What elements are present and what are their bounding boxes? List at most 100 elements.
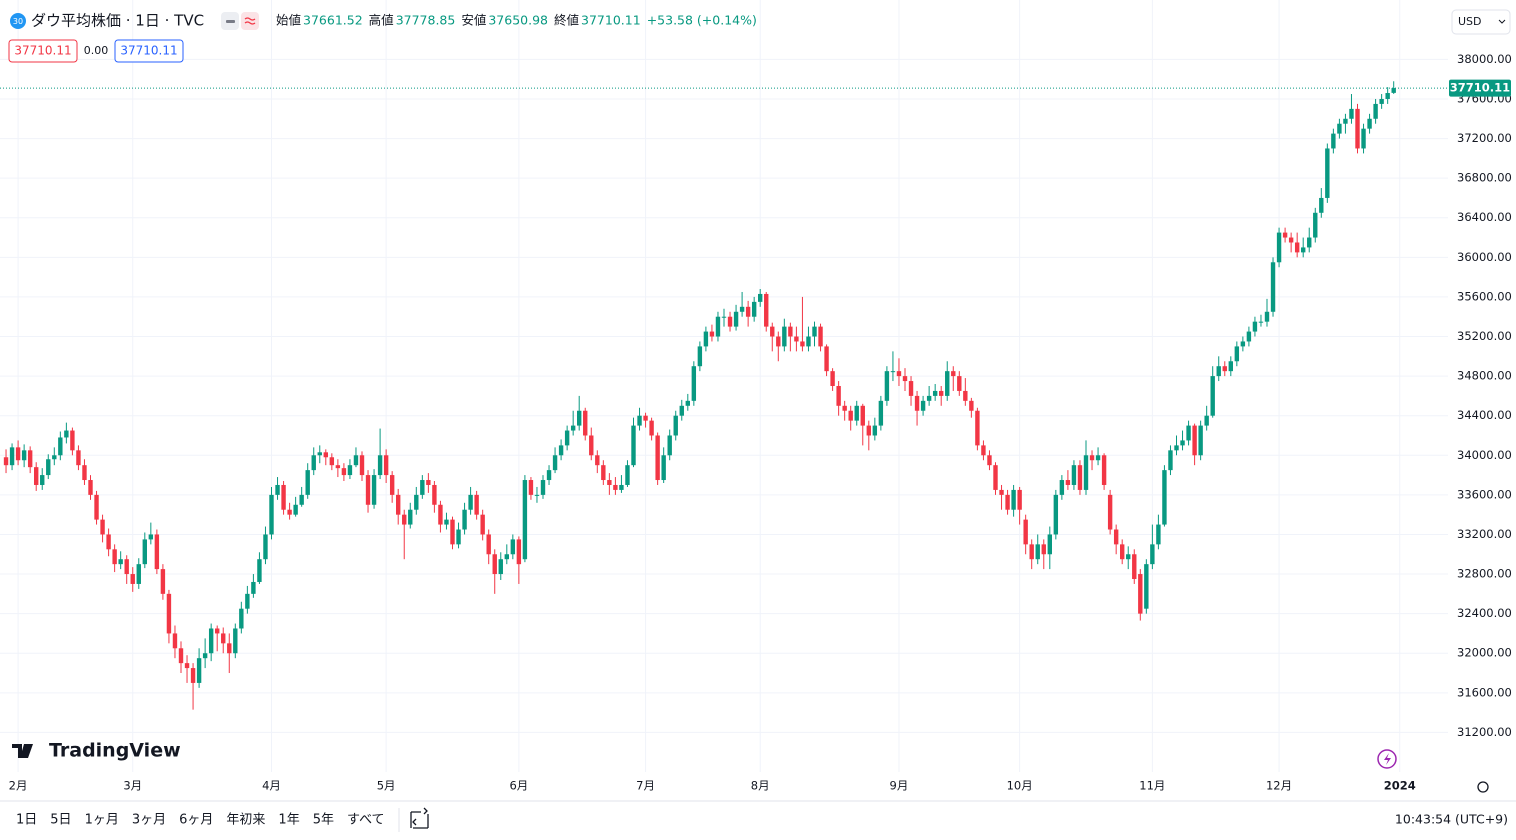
buy-price: 37710.11 xyxy=(120,44,177,58)
candle-body xyxy=(637,415,642,426)
range-button[interactable]: 6ヶ月 xyxy=(179,813,213,828)
candle-body xyxy=(275,484,280,495)
approx-icon xyxy=(244,17,256,25)
candle-body xyxy=(818,326,823,347)
candle-body xyxy=(64,430,69,438)
candle-body xyxy=(184,663,190,669)
sell-box[interactable] xyxy=(8,39,78,63)
candle-body xyxy=(498,559,503,575)
range-button[interactable]: 1ヶ月 xyxy=(85,813,119,828)
candle-body xyxy=(1307,237,1312,248)
x-tick-label: 7月 xyxy=(636,779,655,793)
candle-body xyxy=(999,489,1004,495)
x-tick-label: 3月 xyxy=(123,779,142,793)
candle-body xyxy=(371,475,377,505)
buy-box[interactable] xyxy=(114,39,184,63)
candle-body xyxy=(619,484,624,490)
compare-button[interactable] xyxy=(241,12,259,30)
candle-body xyxy=(1222,366,1227,372)
range-button[interactable]: 5日 xyxy=(50,813,71,828)
candle-body xyxy=(758,293,763,302)
candle-body xyxy=(112,549,117,565)
ohlc-value: 37661.52 xyxy=(303,13,363,28)
y-tick-label: 32400.00 xyxy=(1457,606,1512,620)
candle-body xyxy=(691,366,697,401)
candle-body xyxy=(148,534,154,540)
candle-body xyxy=(1198,425,1203,456)
candle-body xyxy=(82,465,87,481)
candle-body xyxy=(1017,489,1022,510)
candle-body xyxy=(782,326,787,347)
candle-body xyxy=(450,519,455,545)
lightning-button[interactable] xyxy=(1377,749,1397,769)
candle-body xyxy=(124,559,129,575)
candle-body xyxy=(142,539,147,565)
candle-body xyxy=(1071,465,1077,485)
candle-body xyxy=(788,326,793,337)
settings-button[interactable] xyxy=(1477,781,1489,793)
candle-body xyxy=(510,539,516,555)
candle-body xyxy=(667,435,672,456)
candle-body xyxy=(751,301,757,317)
candle-body xyxy=(993,465,998,490)
candle-body xyxy=(679,405,684,416)
candle-body xyxy=(1294,242,1300,253)
range-button[interactable]: 1年 xyxy=(278,813,299,828)
candle-body xyxy=(1156,524,1161,545)
y-tick-label: 36800.00 xyxy=(1457,171,1512,185)
candle-body xyxy=(1162,470,1167,525)
candle-body xyxy=(764,293,769,327)
x-tick-label: 4月 xyxy=(262,779,281,793)
range-button[interactable]: 5年 xyxy=(313,813,334,828)
candle-body xyxy=(842,405,847,411)
y-tick-label: 35200.00 xyxy=(1457,329,1512,343)
range-button[interactable]: 年初来 xyxy=(226,813,265,828)
candle-body xyxy=(1264,311,1270,322)
candle-body xyxy=(1047,534,1052,555)
candle-body xyxy=(383,455,389,476)
candle-body xyxy=(52,455,57,460)
date-range-button[interactable] xyxy=(410,807,429,829)
candle-body xyxy=(1373,103,1378,119)
candle-body xyxy=(456,529,461,545)
candle-body xyxy=(408,509,413,525)
candle-body xyxy=(160,569,166,594)
candle-body xyxy=(202,653,208,659)
range-button[interactable]: 1日 xyxy=(16,813,37,828)
candle-body xyxy=(1186,425,1191,441)
candle-body xyxy=(1391,88,1396,93)
candle-body xyxy=(860,405,865,426)
candle-body xyxy=(46,459,51,476)
candle-body xyxy=(377,455,383,476)
candle-body xyxy=(1313,212,1318,238)
candle-body xyxy=(1113,529,1119,545)
candle-body xyxy=(34,467,39,485)
candle-body xyxy=(951,371,956,377)
candle-body xyxy=(902,376,908,382)
candle-body xyxy=(836,386,841,406)
candle-body xyxy=(697,346,703,367)
range-button[interactable]: 3ヶ月 xyxy=(132,813,166,828)
candle-body xyxy=(1240,341,1246,347)
candle-body xyxy=(432,484,437,505)
candle-body xyxy=(920,400,926,411)
candle-body xyxy=(661,455,666,481)
candle-body xyxy=(1168,450,1173,471)
candle-body xyxy=(215,628,220,634)
candle-body xyxy=(492,554,497,575)
range-button[interactable]: すべて xyxy=(347,813,385,828)
candle-body xyxy=(100,519,105,535)
ohlc-label: 終値 xyxy=(554,13,579,28)
candle-body xyxy=(1252,321,1258,332)
candle-body xyxy=(1349,108,1354,119)
candle-body xyxy=(1288,237,1294,243)
candle-body xyxy=(848,410,853,421)
candle-body xyxy=(227,643,232,654)
x-tick-label: 10月 xyxy=(1007,779,1033,793)
candle-body xyxy=(263,534,268,560)
candle-body xyxy=(402,514,407,525)
y-tick-label: 35600.00 xyxy=(1457,289,1512,303)
candle-body xyxy=(516,539,522,565)
currency-select[interactable] xyxy=(1451,9,1511,35)
candle-body xyxy=(136,564,141,584)
